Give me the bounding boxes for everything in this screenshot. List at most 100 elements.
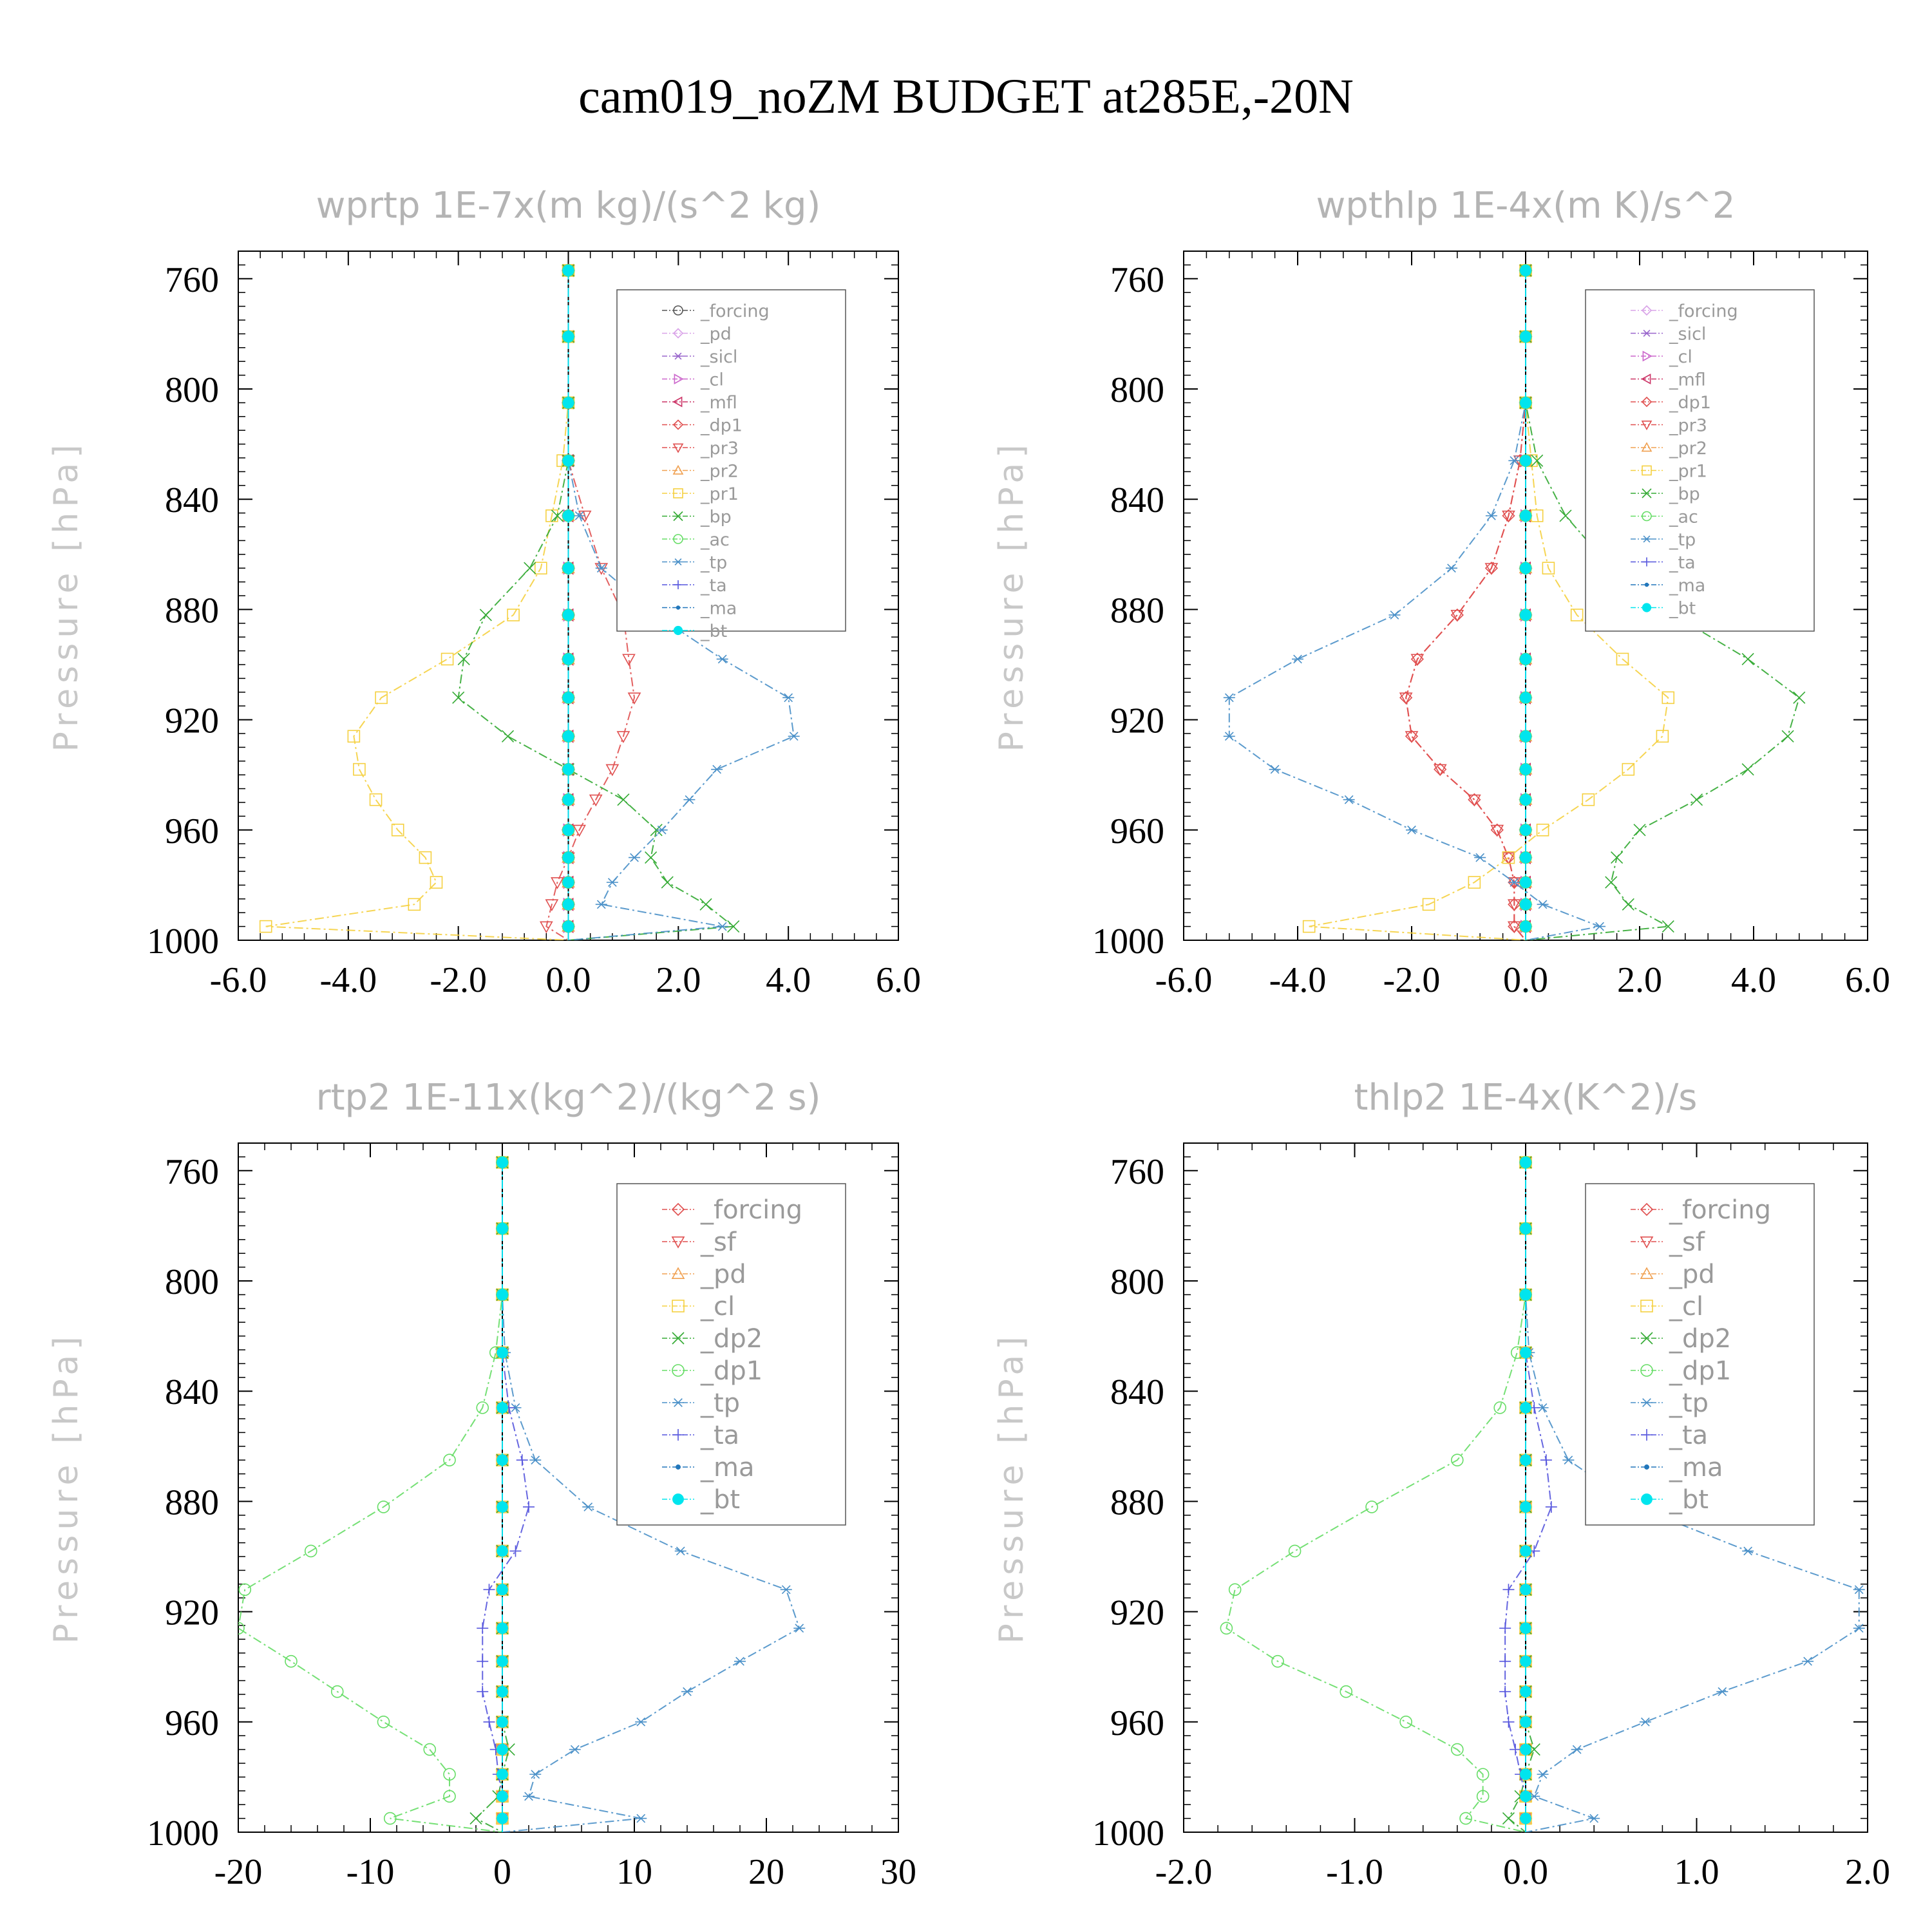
data-point	[1520, 824, 1531, 836]
legend-marker	[1642, 488, 1652, 498]
y-tick-label: 1000	[1092, 1814, 1164, 1853]
legend-marker	[1640, 1332, 1653, 1345]
data-point	[551, 877, 564, 889]
data-point	[452, 691, 465, 704]
legend-label: _ma	[700, 599, 737, 619]
y-axis-label: Pressure [hPa]	[992, 1332, 1031, 1644]
data-point	[507, 609, 520, 621]
x-tick-label: -1.0	[1326, 1852, 1383, 1892]
x-tick-label: -4.0	[1269, 960, 1327, 1000]
data-point	[1520, 1685, 1531, 1698]
legend-marker	[1641, 1398, 1653, 1407]
y-axis-label: Pressure [hPa]	[47, 1332, 86, 1644]
legend-label: _cl	[1669, 347, 1692, 367]
data-point	[1520, 1655, 1531, 1667]
data-point	[1633, 824, 1646, 837]
legend-marker	[672, 443, 684, 453]
legend-label: _dp2	[1669, 1324, 1731, 1354]
data-point	[562, 793, 574, 806]
y-tick-label: 880	[1110, 1482, 1164, 1522]
data-point	[1484, 563, 1499, 575]
data-point	[1528, 1743, 1540, 1756]
data-point	[1520, 1716, 1531, 1728]
data-point	[622, 654, 636, 667]
data-point	[573, 824, 586, 837]
legend-marker	[1641, 1429, 1653, 1441]
data-point	[1520, 1401, 1531, 1414]
data-point	[545, 899, 559, 912]
legend-label: _pd	[1669, 1260, 1715, 1289]
data-point	[383, 1812, 397, 1825]
data-point	[523, 1792, 535, 1801]
data-point	[497, 1454, 508, 1466]
data-point	[1340, 1685, 1353, 1698]
x-tick-label: 10	[616, 1852, 652, 1892]
data-point	[562, 265, 574, 276]
legend-label: _pd	[700, 325, 732, 345]
legend-box	[616, 289, 846, 632]
data-point	[699, 898, 712, 911]
data-point	[1616, 652, 1629, 666]
data-point	[419, 851, 432, 864]
legend-marker	[671, 1236, 685, 1249]
data-point	[562, 609, 574, 621]
plot-area	[259, 263, 800, 940]
data-point	[1520, 265, 1531, 276]
data-point	[443, 1454, 456, 1466]
data-point	[1520, 397, 1531, 409]
y-axis-label: Pressure [hPa]	[992, 440, 1031, 752]
data-point	[497, 1685, 508, 1698]
x-tick-label: 6.0	[1845, 960, 1890, 1000]
data-point	[1508, 878, 1520, 887]
y-tick-label: 880	[165, 1482, 219, 1522]
data-point	[605, 764, 620, 777]
data-point	[1499, 1622, 1511, 1634]
legend-label: _ta	[700, 1421, 739, 1450]
legend-label: _ma	[700, 1453, 754, 1482]
plot-area	[1220, 1155, 1865, 1832]
data-point	[1343, 795, 1355, 804]
series-line	[1525, 1162, 1860, 1832]
data-point	[716, 922, 728, 931]
legend-label: _sicl	[1669, 325, 1706, 345]
legend-label: _sf	[700, 1227, 737, 1257]
data-point	[534, 562, 547, 575]
data-point	[1741, 763, 1754, 776]
data-point	[1588, 1814, 1600, 1823]
data-point	[1853, 1624, 1865, 1633]
series-bt	[562, 265, 574, 940]
legend-marker	[672, 1332, 685, 1345]
legend-marker	[1641, 1493, 1653, 1505]
data-point	[582, 1502, 594, 1511]
data-point	[539, 921, 553, 934]
data-point	[1433, 764, 1447, 777]
data-point	[1410, 654, 1425, 667]
legend-label: _forcing	[1669, 1195, 1771, 1225]
legend-label: _pr1	[700, 484, 739, 504]
plot-area	[238, 1155, 806, 1832]
legend: _forcing_sf _pd _cl _dp2_dp1_tp _ta _ma _bt	[1585, 1183, 1815, 1526]
data-point	[497, 1289, 508, 1301]
data-point	[443, 1790, 456, 1803]
data-point	[1288, 1544, 1302, 1558]
data-point	[259, 920, 272, 933]
legend-label: _tp	[700, 553, 727, 573]
data-point	[1571, 1745, 1583, 1754]
figure-title: cam019_noZM BUDGET at285E,-20N	[578, 70, 1354, 124]
data-point	[524, 562, 536, 574]
data-point	[1662, 920, 1674, 933]
data-point	[551, 509, 564, 522]
data-point	[1399, 692, 1413, 705]
y-tick-label: 960	[1110, 811, 1164, 851]
legend-label: _cl	[700, 1292, 735, 1321]
data-point	[681, 1687, 693, 1696]
legend-marker	[672, 1300, 685, 1312]
data-point	[238, 1583, 252, 1596]
legend-label: _tp	[1669, 530, 1696, 550]
data-point	[1451, 1743, 1464, 1756]
data-point	[562, 330, 574, 343]
data-point	[1520, 455, 1531, 467]
data-point	[1422, 898, 1435, 911]
legend-label: _cl	[1669, 1292, 1703, 1321]
series-dp1	[1399, 263, 1533, 940]
